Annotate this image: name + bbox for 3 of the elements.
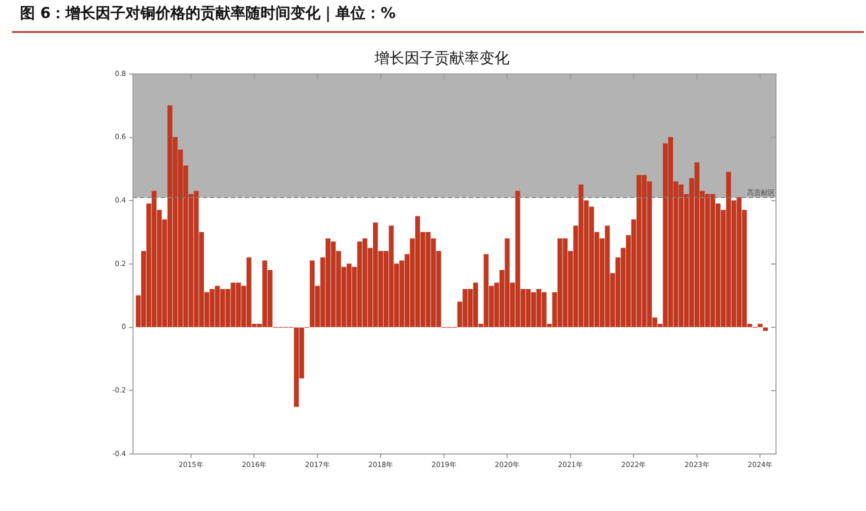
bar <box>763 328 768 331</box>
chart-title: 图 6：增长因子对铜价格的贡献率随时间变化｜单位：% <box>20 4 396 23</box>
chart-subtitle: 增长因子贡献率变化 <box>374 50 510 67</box>
